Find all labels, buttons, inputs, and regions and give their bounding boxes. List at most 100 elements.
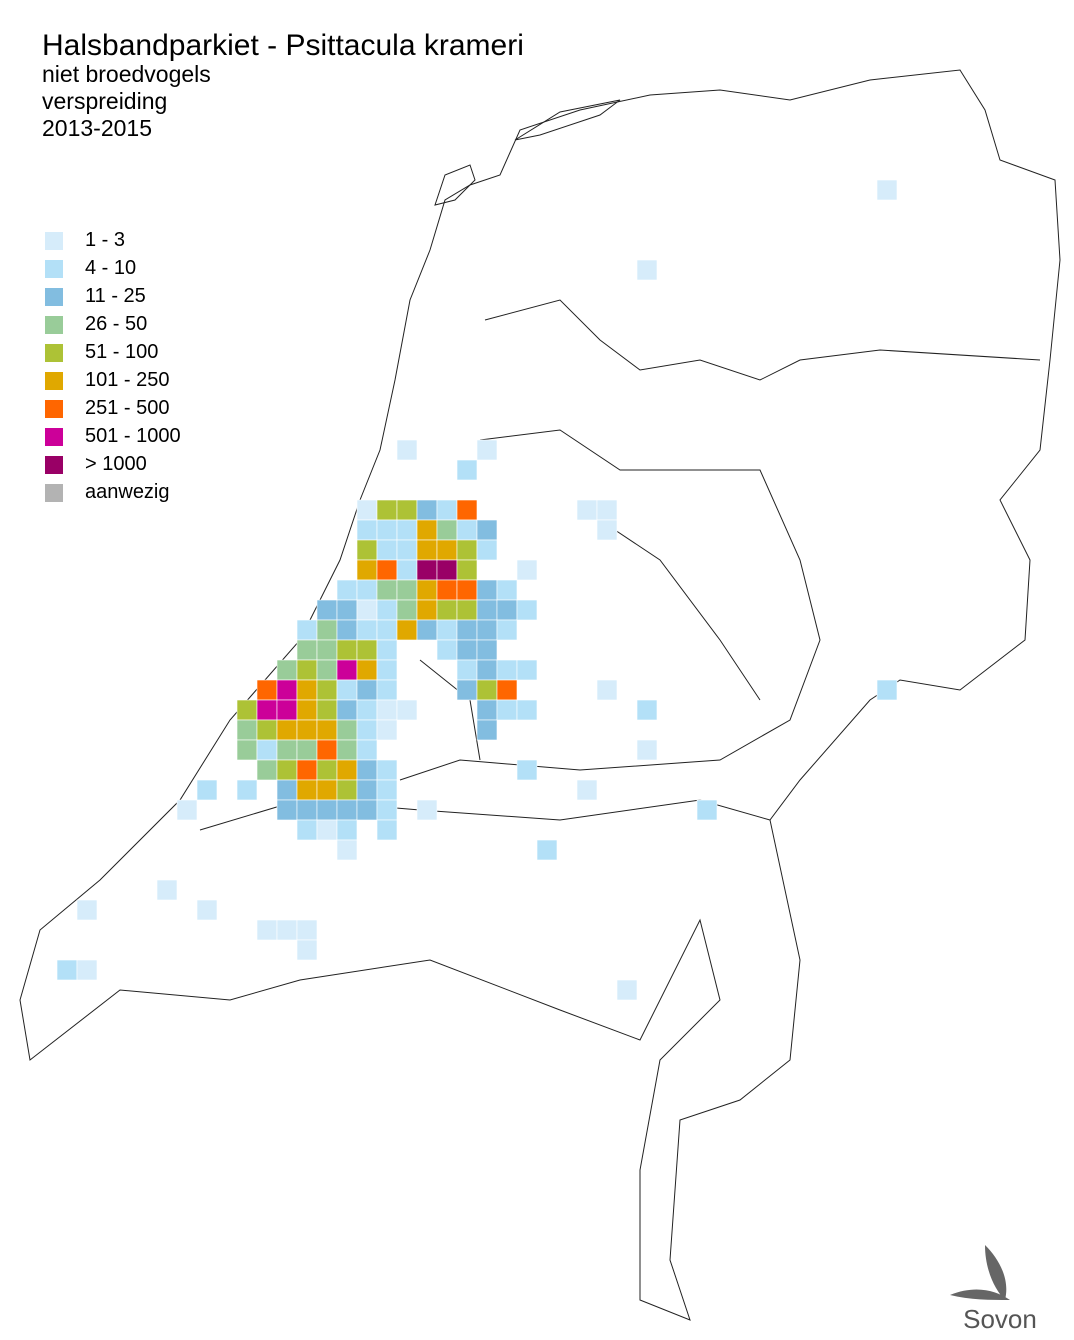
grid-cell (376, 559, 398, 581)
grid-cell (376, 519, 398, 541)
grid-cell (636, 739, 658, 761)
grid-cell (416, 799, 438, 821)
grid-cell (316, 619, 338, 641)
grid-cell (376, 639, 398, 661)
grid-cell (456, 619, 478, 641)
grid-cell (256, 699, 278, 721)
grid-cell (336, 799, 358, 821)
grid-cell (316, 759, 338, 781)
legend-swatch (45, 372, 63, 390)
grid-cell (356, 719, 378, 741)
grid-cell (436, 619, 458, 641)
grid-cell (416, 539, 438, 561)
grid-cell (456, 639, 478, 661)
grid-cell (76, 959, 98, 981)
grid-cell (156, 879, 178, 901)
grid-cell (336, 639, 358, 661)
grid-cell (316, 799, 338, 821)
grid-cell (256, 719, 278, 741)
grid-cell (316, 739, 338, 761)
grid-cell (416, 619, 438, 641)
province-border (484, 299, 1041, 381)
grid-cell (596, 519, 618, 541)
legend-swatch (45, 232, 63, 250)
grid-cell (436, 559, 458, 581)
grid-cell (376, 599, 398, 621)
grid-cell (196, 779, 218, 801)
grid-cell (476, 679, 498, 701)
grid-cell (396, 619, 418, 641)
grid-cell (876, 179, 898, 201)
legend-swatch (45, 456, 63, 474)
grid-cell (276, 919, 298, 941)
grid-cell (236, 779, 258, 801)
grid-cell (476, 539, 498, 561)
grid-cell (336, 719, 358, 741)
grid-cell (376, 619, 398, 641)
grid-cell (476, 439, 498, 461)
map-title: Halsbandparkiet - Psittacula krameri (42, 29, 524, 62)
legend-label: aanwezig (85, 481, 170, 503)
grid-cell (296, 619, 318, 641)
grid-cell (356, 559, 378, 581)
grid-cell (336, 619, 358, 641)
legend-swatch (45, 316, 63, 334)
grid-cell (336, 839, 358, 861)
legend-label: 11 - 25 (85, 285, 146, 307)
grid-cell (356, 539, 378, 561)
grid-cell (356, 739, 378, 761)
grid-cell (316, 779, 338, 801)
grid-cell (396, 599, 418, 621)
legend-label: 51 - 100 (85, 341, 158, 363)
grid-cell (276, 779, 298, 801)
grid-cell (376, 699, 398, 721)
grid-cell (516, 559, 538, 581)
grid-cell (516, 599, 538, 621)
grid-cell (296, 759, 318, 781)
grid-cell (56, 959, 78, 981)
grid-cell (236, 739, 258, 761)
grid-cell (476, 599, 498, 621)
grid-cell (196, 899, 218, 921)
grid-cell (316, 599, 338, 621)
grid-cell (296, 659, 318, 681)
grid-cell (636, 699, 658, 721)
grid-cell (616, 979, 638, 1001)
grid-cell (436, 639, 458, 661)
legend-swatch (45, 344, 63, 362)
grid-cell (356, 779, 378, 801)
grid-cell (276, 759, 298, 781)
grid-cell (296, 799, 318, 821)
grid-cell (396, 579, 418, 601)
grid-cell (336, 759, 358, 781)
grid-cell (476, 659, 498, 681)
grid-cell (576, 779, 598, 801)
grid-cell (496, 599, 518, 621)
subtitle: verspreiding (42, 88, 167, 114)
grid-cell (256, 679, 278, 701)
grid-cell (356, 579, 378, 601)
grid-cell (456, 459, 478, 481)
legend-swatch (45, 484, 63, 502)
grid-cell (416, 559, 438, 581)
grid-cell (476, 519, 498, 541)
legend-swatch (45, 288, 63, 306)
grid-cell (456, 679, 478, 701)
grid-cell (336, 679, 358, 701)
grid-cell (396, 439, 418, 461)
grid-cell (276, 799, 298, 821)
logo-text: Sovon (963, 1304, 1037, 1334)
grid-cell (336, 779, 358, 801)
grid-cell (456, 499, 478, 521)
grid-cell (356, 619, 378, 641)
grid-cell (356, 679, 378, 701)
grid-cell (396, 559, 418, 581)
grid-cell (376, 819, 398, 841)
legend-swatch (45, 260, 63, 278)
grid-cell (316, 679, 338, 701)
grid-cell (376, 779, 398, 801)
grid-cells (56, 179, 898, 1001)
grid-cell (396, 699, 418, 721)
grid-cell (356, 599, 378, 621)
